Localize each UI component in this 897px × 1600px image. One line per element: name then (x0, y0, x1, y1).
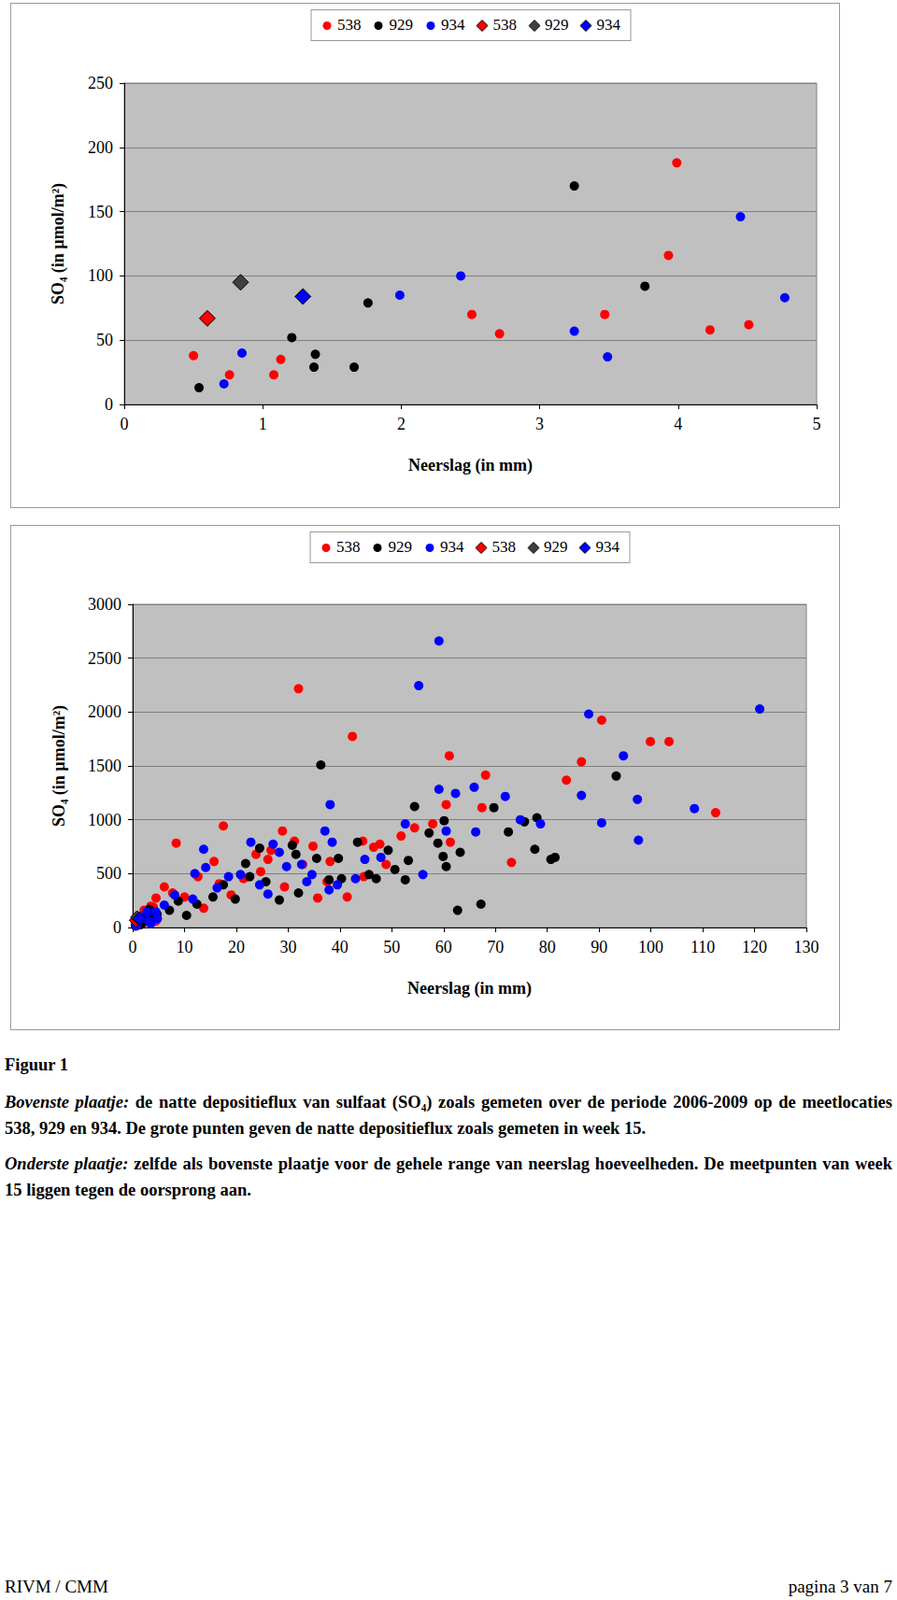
html-text:Bovenste plaatje: de natte dep: Bovenste plaatje: de natte depositieflux… (4, 1093, 893, 1139)
html-text:929: 929 (543, 538, 568, 556)
svg-text:100: 100 (87, 266, 114, 285)
html-text:929: 929 (389, 15, 413, 34)
html-text:929: 929 (388, 538, 413, 556)
svg-text:70: 70 (486, 938, 504, 957)
html-text:Figuur 1: Figuur 1 (4, 1055, 69, 1075)
html-text:934: 934 (595, 538, 620, 556)
svg-text:50: 50 (96, 330, 114, 350)
svg-text:50: 50 (383, 938, 400, 957)
html-text:934: 934 (596, 15, 621, 34)
svg-text:100: 100 (638, 938, 664, 957)
html-text:538: 538 (492, 15, 517, 34)
svg-text:3000: 3000 (87, 595, 122, 614)
svg-text:2500: 2500 (87, 649, 122, 669)
svg-text:1500: 1500 (87, 756, 122, 776)
svg-text:80: 80 (539, 938, 556, 957)
svg-text:1000: 1000 (87, 811, 122, 830)
svg-text:120: 120 (741, 938, 768, 957)
svg-text:500: 500 (96, 864, 122, 883)
svg-text:Neerslag (in mm): Neerslag (in mm) (407, 979, 532, 999)
svg-text:SO₄ (in µmol/m²): SO₄ (in µmol/m²) (48, 183, 69, 305)
html-text:pagina 3 van 7: pagina 3 van 7 (788, 1577, 893, 1597)
svg-text:20: 20 (227, 938, 245, 957)
svg-text:90: 90 (590, 938, 608, 957)
svg-text:3: 3 (535, 414, 544, 434)
svg-text:130: 130 (794, 938, 820, 957)
svg-text:200: 200 (87, 138, 114, 157)
svg-text:0: 0 (104, 395, 114, 414)
html-text:538: 538 (491, 538, 516, 556)
svg-text:5: 5 (812, 414, 822, 434)
svg-text:2000: 2000 (87, 702, 122, 722)
svg-text:0: 0 (113, 918, 122, 938)
svg-text:250: 250 (87, 73, 114, 93)
svg-text:0: 0 (128, 938, 138, 957)
svg-text:10: 10 (175, 938, 193, 957)
svg-text:150: 150 (87, 202, 114, 222)
svg-text:SO₄ (in µmol/m²): SO₄ (in µmol/m²) (49, 705, 70, 827)
html-text:934: 934 (441, 15, 465, 34)
svg-text:0: 0 (120, 414, 129, 434)
html-text:RIVM / CMM: RIVM / CMM (4, 1577, 109, 1597)
svg-text:40: 40 (331, 938, 349, 957)
svg-text:30: 30 (279, 938, 297, 957)
html-text:934: 934 (440, 538, 464, 556)
html-text:929: 929 (544, 15, 569, 34)
svg-text:4: 4 (673, 414, 683, 434)
html-text:538: 538 (336, 538, 361, 556)
html-text:538: 538 (337, 15, 362, 34)
svg-text:Neerslag (in mm): Neerslag (in mm) (408, 455, 533, 476)
svg-text:110: 110 (690, 938, 715, 957)
svg-text:1: 1 (258, 414, 268, 434)
html-text:Onderste plaatje: zelfde als b: Onderste plaatje: zelfde als bovenste pl… (4, 1154, 893, 1200)
svg-text:60: 60 (435, 938, 453, 957)
svg-text:2: 2 (397, 414, 406, 434)
